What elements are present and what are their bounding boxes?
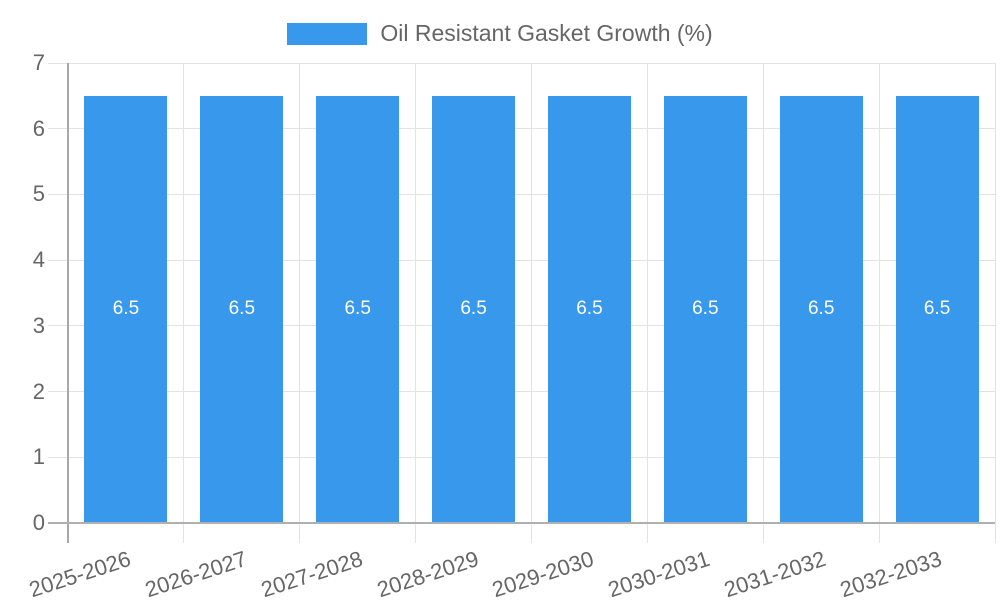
y-gridline bbox=[48, 456, 995, 458]
bar[interactable]: 6.5 bbox=[432, 95, 516, 523]
y-tick-label: 0 bbox=[32, 510, 45, 535]
y-gridline bbox=[48, 391, 995, 393]
y-tick-label: 6 bbox=[32, 115, 45, 141]
bar[interactable]: 6.5 bbox=[316, 95, 400, 523]
x-axis-baseline bbox=[48, 522, 995, 524]
bar-value-label: 6.5 bbox=[807, 298, 835, 320]
y-gridline bbox=[48, 325, 995, 327]
x-gridline bbox=[415, 63, 417, 543]
y-tick-label: 3 bbox=[32, 312, 45, 338]
y-gridline bbox=[48, 259, 995, 261]
bar-value-label: 6.5 bbox=[112, 298, 140, 320]
y-tick-label: 5 bbox=[32, 181, 45, 207]
y-tick-label: 4 bbox=[32, 247, 45, 273]
legend[interactable]: Oil Resistant Gasket Growth (%) bbox=[0, 20, 1000, 47]
bar-value-label: 6.5 bbox=[692, 298, 719, 320]
legend-label: Oil Resistant Gasket Growth (%) bbox=[380, 20, 713, 46]
x-gridline bbox=[299, 63, 301, 543]
x-gridline bbox=[878, 63, 880, 543]
bar-value-label: 6.5 bbox=[228, 298, 256, 320]
bar[interactable]: 6.5 bbox=[84, 95, 168, 523]
y-gridline bbox=[48, 193, 995, 195]
bar[interactable]: 6.5 bbox=[663, 95, 747, 523]
y-tick-label: 7 bbox=[32, 50, 45, 75]
y-axis-line bbox=[67, 63, 69, 543]
bar-value-label: 6.5 bbox=[344, 298, 371, 320]
legend-swatch bbox=[287, 22, 368, 45]
x-gridline bbox=[183, 63, 185, 543]
x-gridline bbox=[762, 63, 764, 543]
x-gridline bbox=[531, 63, 532, 543]
bar[interactable]: 6.5 bbox=[779, 95, 863, 523]
x-gridline bbox=[646, 63, 648, 543]
y-tick-label: 1 bbox=[32, 444, 45, 470]
x-gridline bbox=[994, 63, 996, 543]
bar[interactable]: 6.5 bbox=[895, 95, 979, 523]
bar-value-label: 6.5 bbox=[460, 298, 487, 320]
bar[interactable]: 6.5 bbox=[547, 95, 631, 523]
bar[interactable]: 6.5 bbox=[200, 95, 284, 523]
y-tick-label: 2 bbox=[32, 378, 45, 404]
y-gridline bbox=[48, 128, 995, 130]
bar-value-label: 6.5 bbox=[576, 298, 603, 320]
y-gridline bbox=[48, 62, 995, 64]
bar-value-label: 6.5 bbox=[923, 298, 951, 320]
